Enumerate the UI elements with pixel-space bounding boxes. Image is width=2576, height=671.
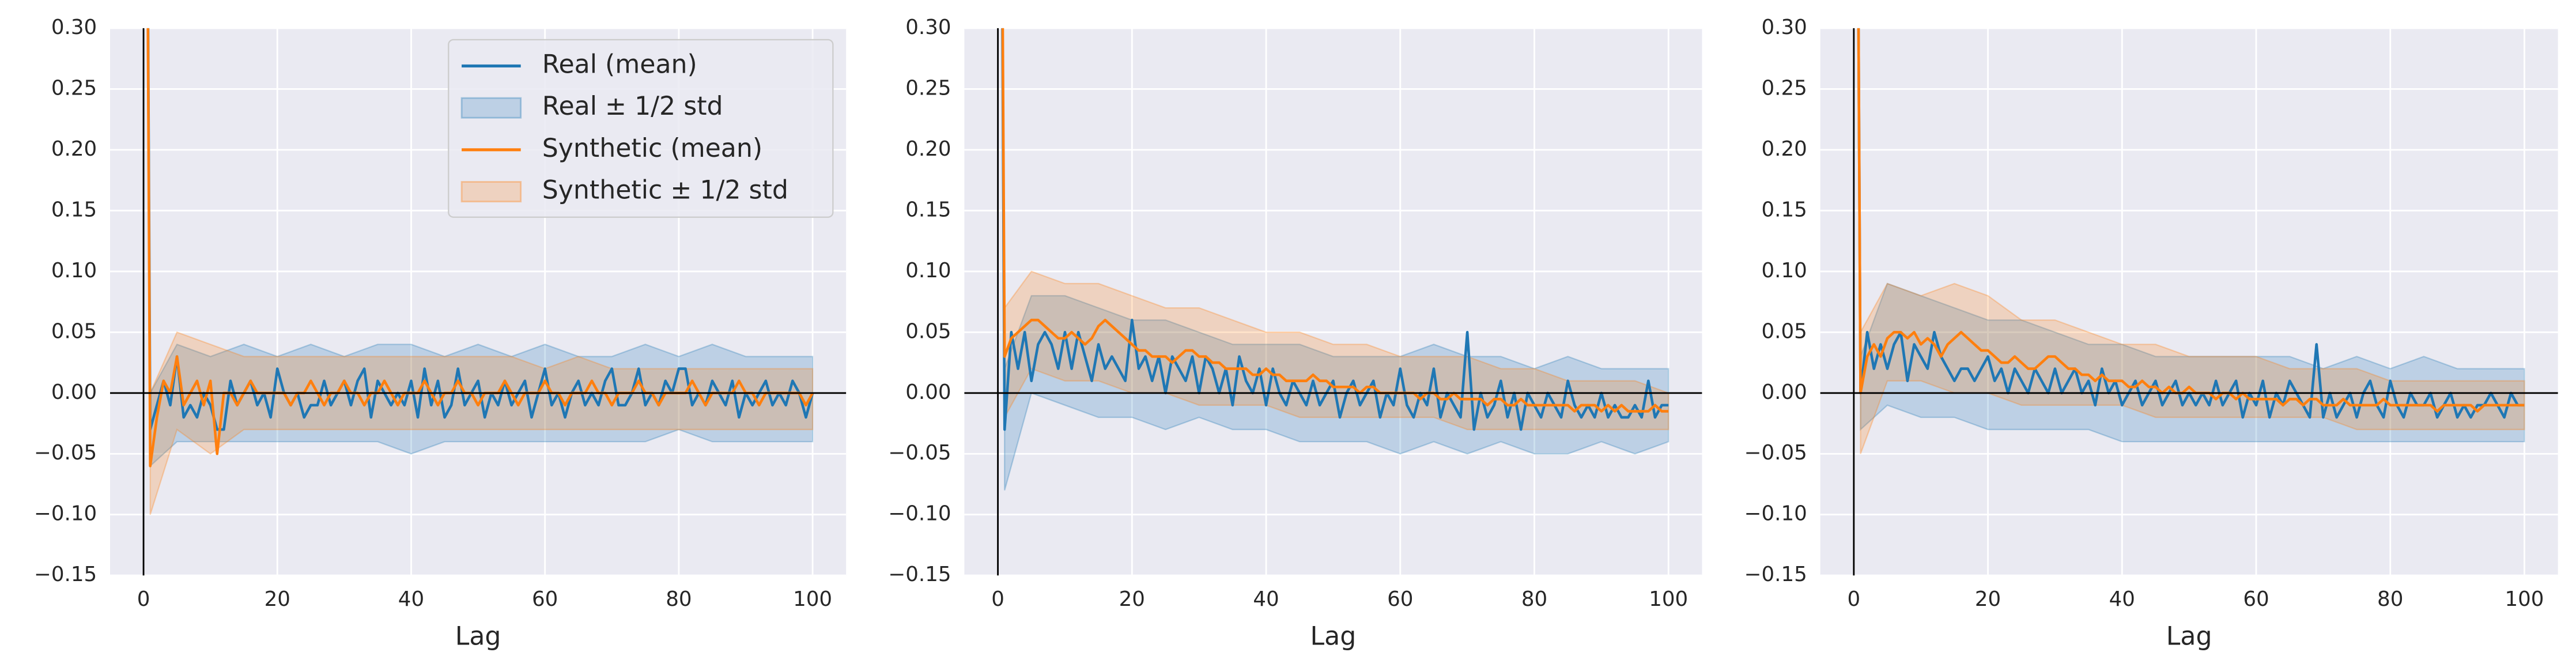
y-tick-label: 0.05 [51,319,97,343]
y-tick-label: 0.15 [905,198,951,221]
y-tick-label: −0.05 [1744,441,1807,465]
x-tick-label: 100 [1649,587,1688,611]
legend: Real (mean) Real ± 1/2 std Synthetic (mean… [448,39,834,218]
x-tick-label: 80 [666,587,692,611]
y-tick-label: −0.15 [888,563,951,586]
panel: −0.15 −0.10 −0.05 0.00 0.05 0.10 0.15 0.20 0.25 0… [888,16,1702,651]
legend-label: Real ± 1/2 std [542,92,723,121]
y-tick-label: 0.25 [905,76,951,100]
y-tick-label: 0.15 [51,198,97,221]
std-band [149,331,814,515]
x-tick-label: 40 [398,587,424,611]
x-tick-label: 60 [1387,587,1413,611]
panel: −0.15 −0.10 −0.05 0.00 0.05 0.10 0.15 0.20 0.25 0… [1744,16,2558,651]
y-tick-label: −0.10 [1744,502,1807,526]
x-axis-label: Lag [1310,622,1357,651]
x-tick-label: 20 [1975,587,2001,611]
y-tick-label: 0.20 [905,137,951,161]
y-tick-label: 0.00 [1762,380,1807,404]
y-tick-label: 0.05 [905,319,951,343]
x-tick-label: 20 [265,587,290,611]
mean-line [1001,28,1669,413]
x-tick-label: 20 [1119,587,1145,611]
x-tick-label: 0 [1847,587,1860,611]
legend-label: Synthetic (mean) [542,134,762,163]
y-tick-label: 0.20 [1762,137,1807,161]
x-tick-label: 80 [2377,587,2403,611]
y-tick-label: 0.30 [1762,16,1807,39]
plot-area [146,28,814,515]
mean-line [1857,28,2525,413]
mean-line [146,28,814,468]
x-tick-label: 100 [793,587,832,611]
mean-line [1001,28,1669,431]
y-tick-label: 0.10 [51,259,97,282]
x-tick-label: 60 [532,587,558,611]
y-tick-label: 0.00 [905,380,951,404]
y-tick-label: −0.15 [1744,563,1807,586]
y-tick-label: 0.20 [51,137,97,161]
y-tick-label: 0.30 [905,16,951,39]
x-tick-label: 0 [137,587,150,611]
y-tick-label: 0.25 [51,76,97,100]
y-tick-label: −0.05 [888,441,951,465]
legend-box [448,39,834,218]
plot-background [964,28,1702,576]
legend-patch [460,97,522,119]
y-tick-label: 0.05 [1762,319,1807,343]
x-tick-label: 60 [2243,587,2269,611]
plot-background [1820,28,2558,576]
x-tick-label: 0 [991,587,1004,611]
y-tick-label: −0.10 [888,502,951,526]
panel: −0.15 −0.10 −0.05 0.00 0.05 0.10 0.15 0.20 0.25 0… [34,16,847,651]
y-tick-label: −0.10 [34,502,97,526]
y-tick-label: 0.10 [1762,259,1807,282]
y-tick-label: −0.15 [34,563,97,586]
legend-label: Synthetic ± 1/2 std [542,176,788,205]
y-tick-label: 0.15 [1762,198,1807,221]
plot-area [1857,28,2525,454]
y-tick-label: 0.00 [51,380,97,404]
y-tick-label: −0.05 [34,441,97,465]
x-axis-label: Lag [455,622,501,651]
x-tick-label: 80 [1521,587,1547,611]
std-band [1860,282,2525,443]
x-tick-label: 40 [2109,587,2135,611]
x-tick-label: 100 [2505,587,2544,611]
y-tick-label: 0.25 [1762,76,1807,100]
y-tick-label: 0.30 [51,16,97,39]
legend-label: Real (mean) [542,50,697,79]
x-axis-label: Lag [2166,622,2212,651]
legend-patch [460,181,522,203]
y-tick-label: 0.10 [905,259,951,282]
x-tick-label: 40 [1253,587,1279,611]
